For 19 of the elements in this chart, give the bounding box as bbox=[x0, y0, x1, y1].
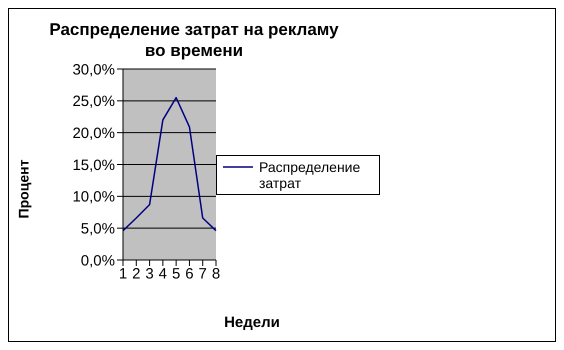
y-tick-label: 5,0% bbox=[80, 220, 115, 238]
y-tick-label: 15,0% bbox=[72, 156, 115, 174]
x-tick-label: 2 bbox=[132, 266, 140, 283]
chart-title: Распределение затрат на рекламу во времени bbox=[49, 19, 339, 61]
x-axis-title: Недели bbox=[223, 314, 281, 331]
y-tick-label: 10,0% bbox=[72, 188, 115, 206]
x-tick-label: 4 bbox=[158, 266, 168, 283]
x-tick-label: 6 bbox=[185, 266, 194, 283]
x-tick-label: 5 bbox=[172, 266, 180, 283]
y-tick-label: 30,0% bbox=[72, 61, 115, 78]
y-tick-label: 25,0% bbox=[72, 93, 115, 110]
y-tick-label: 0,0% bbox=[80, 252, 115, 270]
y-tick-label: 20,0% bbox=[72, 124, 115, 142]
x-tick-label: 8 bbox=[212, 266, 220, 283]
x-tick-label: 1 bbox=[118, 266, 128, 283]
legend-label: Распределение затрат bbox=[259, 159, 362, 191]
x-tick-label: 3 bbox=[145, 266, 154, 283]
x-tick-label: 7 bbox=[198, 266, 207, 283]
y-axis-title: Процент bbox=[15, 160, 31, 218]
